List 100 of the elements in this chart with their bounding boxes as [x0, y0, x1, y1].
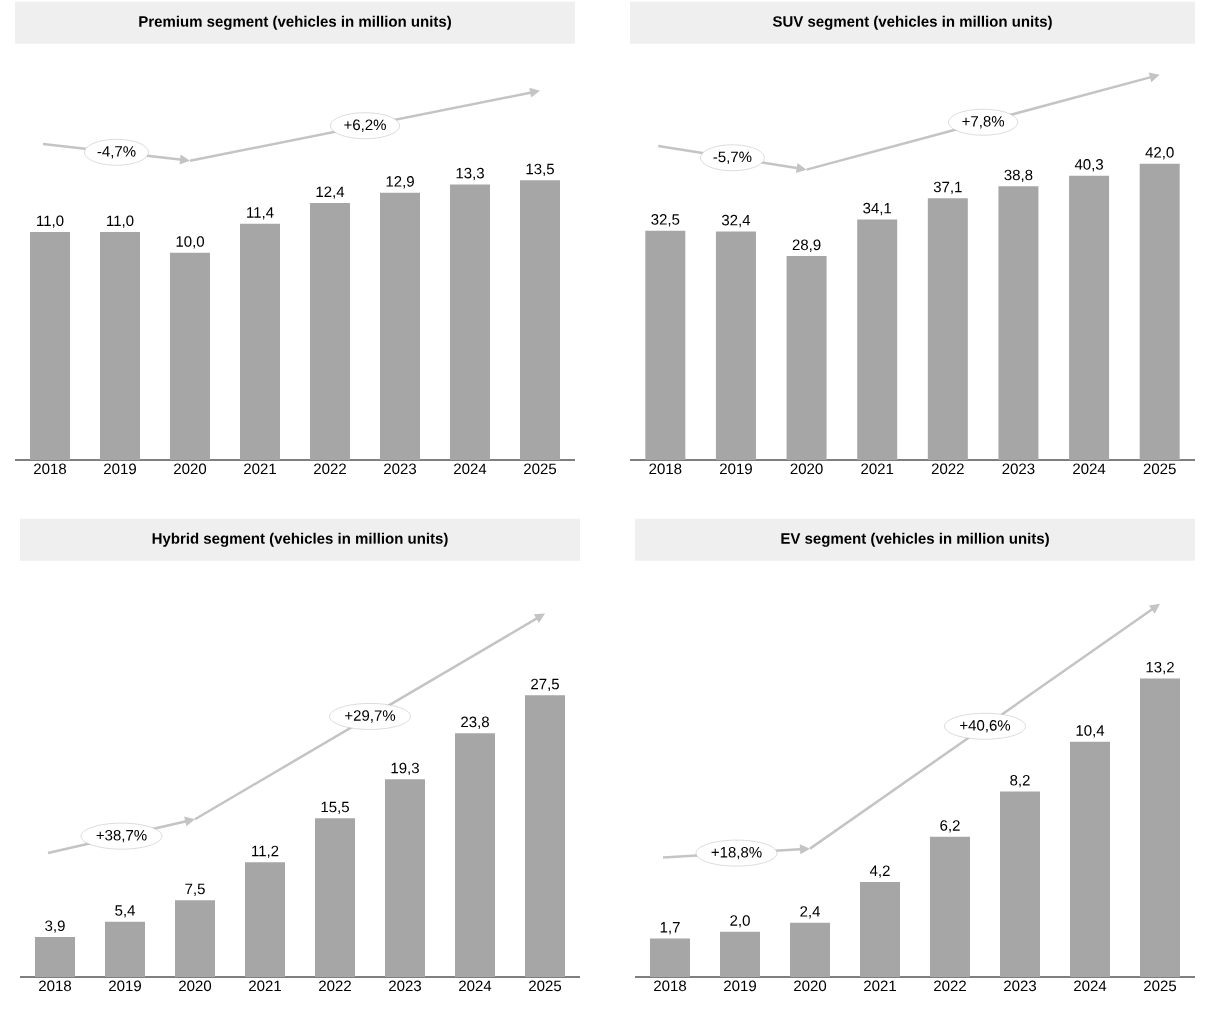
data-label: 10,4	[1076, 725, 1105, 738]
bar	[786, 256, 827, 460]
bar	[35, 937, 75, 977]
data-label: 12,4	[316, 186, 345, 199]
data-label: 34,1	[863, 202, 892, 216]
x-tick-label: 2021	[861, 463, 894, 475]
bar	[450, 184, 491, 460]
x-tick-label: 2023	[1004, 980, 1037, 992]
x-tick-label: 2024	[459, 980, 492, 992]
data-label: 3,9	[45, 920, 65, 933]
data-label: 38,8	[1004, 169, 1033, 183]
x-tick-label: 2020	[179, 980, 212, 992]
bar	[525, 695, 566, 977]
x-tick-label: 2022	[319, 980, 351, 992]
x-tick-label: 2022	[314, 463, 346, 475]
x-tick-label: 2018	[649, 463, 682, 475]
data-label: 32,4	[721, 214, 751, 228]
bar	[860, 882, 901, 977]
text: +6,2%	[344, 119, 386, 132]
x-tick-label: 2022	[934, 980, 966, 992]
annotation: +40,6%	[960, 720, 1011, 733]
x-tick-label: 2020	[794, 980, 827, 992]
bar	[1140, 678, 1181, 977]
bar	[245, 862, 286, 977]
bar	[240, 223, 281, 460]
bar	[315, 818, 356, 977]
x-tick-label: 2018	[34, 463, 67, 475]
data-label: 11,0	[37, 215, 64, 228]
data-label: 12,9	[386, 176, 414, 189]
x-tick-label: 2024	[1073, 463, 1106, 475]
bar	[650, 938, 691, 977]
data-label: 27,5	[531, 678, 559, 692]
x-tick-label: 2023	[389, 980, 422, 992]
bar	[790, 922, 831, 977]
bar	[1139, 163, 1180, 460]
chart-title: Hybrid segment (vehicles in million units)	[152, 532, 448, 547]
bar	[720, 931, 761, 977]
bar	[1000, 791, 1041, 977]
annotation: +38,7%	[96, 829, 147, 843]
data-label: 4,2	[869, 865, 890, 878]
x-tick-label: 2025	[529, 980, 562, 992]
bar	[1069, 175, 1110, 460]
annotation: -5,7%	[713, 151, 752, 164]
data-label: 19,3	[391, 762, 419, 776]
bar	[927, 198, 968, 460]
x-tick-label: 2025	[1144, 980, 1177, 992]
data-label: 13,2	[1146, 661, 1174, 675]
data-label: 28,9	[792, 239, 821, 252]
bar	[30, 232, 70, 460]
bar	[310, 203, 351, 460]
bar	[455, 733, 496, 977]
x-tick-label: 2019	[104, 463, 136, 475]
data-label: 13,5	[526, 163, 554, 177]
data-label: 2,0	[730, 915, 750, 928]
bar	[645, 230, 686, 460]
data-label: 23,8	[461, 716, 489, 729]
bar	[100, 232, 140, 460]
x-tick-label: 2019	[109, 980, 141, 992]
bar	[715, 231, 756, 460]
bar	[998, 186, 1039, 460]
data-label: 13,3	[456, 167, 484, 181]
chart-title: SUV segment (vehicles in million units)	[772, 15, 1052, 30]
data-label: 8,2	[1010, 774, 1030, 788]
data-label: 15,5	[321, 801, 349, 815]
x-tick-label: 2025	[524, 463, 557, 475]
data-label: 5,4	[115, 905, 135, 918]
x-tick-label: 2023	[384, 463, 417, 475]
x-tick-label: 2023	[1002, 463, 1035, 475]
data-label: 7,5	[185, 883, 205, 896]
data-label: 11,2	[252, 845, 279, 859]
x-tick-label: 2018	[39, 980, 72, 992]
annotation: +29,7%	[345, 710, 396, 723]
data-label: 6,2	[940, 820, 960, 833]
chart-title: EV segment (vehicles in million units)	[781, 532, 1049, 547]
x-tick-label: 2021	[244, 463, 276, 475]
bar	[170, 252, 211, 460]
x-tick-label: 2025	[1143, 463, 1176, 475]
x-tick-label: 2022	[931, 463, 964, 475]
bar	[385, 779, 425, 977]
bar	[520, 180, 561, 460]
bar	[380, 192, 421, 460]
x-tick-label: 2019	[724, 980, 756, 992]
data-label: 42,0	[1145, 147, 1174, 160]
annotation: +18,8%	[711, 846, 762, 860]
x-tick-label: 2018	[654, 980, 687, 992]
data-label: 2,4	[800, 906, 820, 919]
bar	[857, 219, 898, 460]
x-tick-label: 2021	[864, 980, 896, 992]
data-label: 37,1	[933, 181, 962, 195]
x-tick-label: 2020	[174, 463, 207, 475]
text: -4,7%	[97, 146, 136, 159]
x-tick-label: 2024	[454, 463, 487, 475]
bar	[930, 836, 971, 977]
data-label: 32,5	[651, 214, 680, 227]
x-tick-label: 2024	[1074, 980, 1107, 992]
x-tick-label: 2020	[790, 463, 823, 475]
data-label: 1,7	[660, 922, 680, 935]
text: +7,8%	[962, 116, 1005, 129]
bar	[175, 900, 216, 977]
data-label: 11,0	[107, 215, 134, 228]
